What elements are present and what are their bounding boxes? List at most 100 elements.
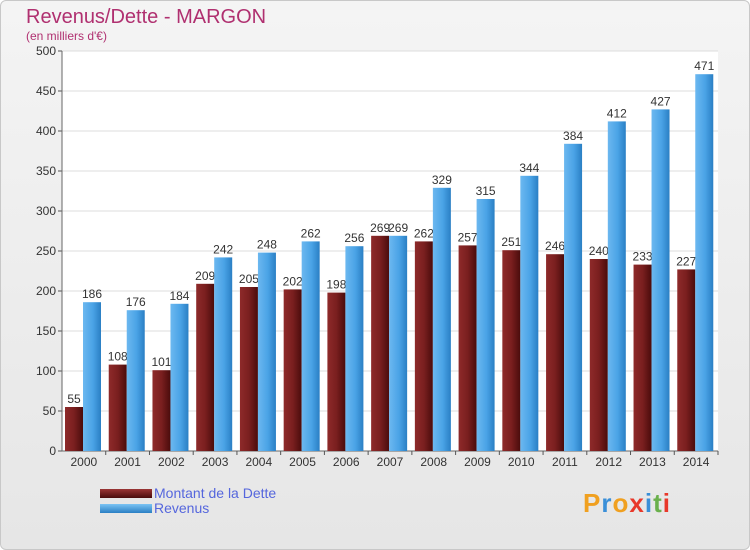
data-label-dette: 246 [545, 239, 565, 253]
bar-revenus [257, 252, 276, 451]
bar-revenus [432, 187, 451, 452]
data-label-dette: 205 [239, 272, 259, 286]
bar-dette [371, 235, 390, 451]
bar-revenus [389, 235, 408, 451]
data-label-revenus: 427 [651, 94, 671, 108]
y-tick-label: 250 [36, 244, 56, 258]
logo-letter: i [644, 488, 654, 518]
y-tick-label: 100 [36, 364, 56, 378]
bar-dette [458, 245, 477, 451]
bar-revenus [214, 257, 233, 451]
data-label-dette: 251 [501, 235, 521, 249]
bar-dette [152, 370, 171, 451]
y-tick-label: 500 [36, 44, 56, 58]
bar-dette [502, 250, 521, 451]
bar-revenus [564, 143, 583, 452]
logo-letter: P [583, 488, 602, 518]
data-label-dette: 202 [283, 274, 303, 288]
data-label-dette: 227 [676, 254, 696, 268]
x-tick-label: 2013 [639, 455, 666, 469]
data-label-revenus: 184 [169, 289, 189, 303]
data-label-revenus: 344 [519, 161, 539, 175]
bar-dette [589, 259, 608, 451]
y-tick-label: 300 [36, 204, 56, 218]
legend-swatch-dette [100, 489, 152, 498]
bar-revenus [301, 241, 320, 451]
bar-revenus [476, 199, 495, 451]
bar-dette [414, 241, 433, 451]
data-label-revenus: 315 [476, 184, 496, 198]
x-tick-label: 2012 [595, 455, 622, 469]
y-tick-label: 150 [36, 324, 56, 338]
data-label-revenus: 262 [301, 226, 321, 240]
data-label-dette: 257 [458, 230, 478, 244]
data-label-dette: 198 [326, 278, 346, 292]
bar-revenus [695, 74, 714, 451]
legend-label-revenus: Revenus [154, 500, 210, 516]
bar-dette [546, 254, 565, 451]
data-label-dette: 262 [414, 226, 434, 240]
bar-dette [196, 283, 215, 451]
legend-label-dette: Montant de la Dette [154, 485, 277, 501]
y-tick-label: 0 [49, 444, 56, 458]
bar-dette [677, 269, 696, 451]
logo-letter: r [601, 488, 613, 518]
bar-revenus [607, 121, 626, 452]
data-label-dette: 108 [108, 350, 128, 364]
x-tick-label: 2004 [245, 455, 272, 469]
data-label-revenus: 176 [126, 295, 146, 309]
data-label-revenus: 412 [607, 106, 627, 120]
data-label-dette: 240 [589, 244, 609, 258]
x-tick-label: 2000 [71, 455, 98, 469]
bar-dette [327, 292, 346, 451]
bar-dette [239, 287, 258, 451]
data-label-revenus: 471 [694, 59, 714, 73]
bar-revenus [520, 175, 539, 452]
legend-swatch-revenus [100, 504, 152, 513]
x-tick-label: 2014 [683, 455, 710, 469]
bar-dette [283, 289, 302, 451]
data-label-revenus: 269 [388, 221, 408, 235]
x-tick-label: 2005 [289, 455, 316, 469]
data-label-dette: 101 [151, 355, 171, 369]
x-tick-label: 2006 [333, 455, 360, 469]
x-tick-label: 2001 [114, 455, 141, 469]
x-tick-label: 2002 [158, 455, 185, 469]
y-tick-label: 50 [43, 404, 57, 418]
logo-letter: x [629, 488, 645, 518]
data-label-revenus: 256 [344, 231, 364, 245]
x-tick-label: 2010 [508, 455, 535, 469]
bar-dette [633, 264, 652, 451]
y-tick-label: 350 [36, 164, 56, 178]
bar-dette [65, 407, 83, 451]
bar-revenus [651, 109, 670, 452]
bar-revenus [345, 246, 364, 451]
logo-letter: o [612, 488, 630, 518]
logo-letter: t [653, 488, 663, 518]
bar-revenus [126, 310, 145, 451]
data-label-revenus: 186 [82, 287, 102, 301]
bar-dette [108, 364, 127, 451]
data-label-revenus: 384 [563, 129, 583, 143]
y-tick-label: 200 [36, 284, 56, 298]
chart-subtitle: (en milliers d'€) [26, 29, 107, 43]
data-label-dette: 55 [67, 392, 81, 406]
data-label-dette: 233 [633, 250, 653, 264]
x-tick-label: 2009 [464, 455, 491, 469]
data-label-dette: 209 [195, 269, 215, 283]
x-tick-label: 2003 [202, 455, 229, 469]
x-tick-label: 2007 [377, 455, 404, 469]
proxiti-logo: Proxiti [583, 488, 671, 519]
y-tick-label: 450 [36, 84, 56, 98]
data-label-revenus: 329 [432, 173, 452, 187]
logo-letter: i [662, 488, 671, 518]
x-tick-label: 2008 [420, 455, 447, 469]
bar-revenus [83, 302, 101, 451]
bar-revenus [170, 303, 189, 451]
data-label-revenus: 248 [257, 238, 277, 252]
y-tick-label: 400 [36, 124, 56, 138]
x-tick-label: 2011 [552, 455, 578, 469]
chart-title: Revenus/Dette - MARGON [26, 6, 267, 28]
data-label-revenus: 242 [213, 242, 233, 256]
